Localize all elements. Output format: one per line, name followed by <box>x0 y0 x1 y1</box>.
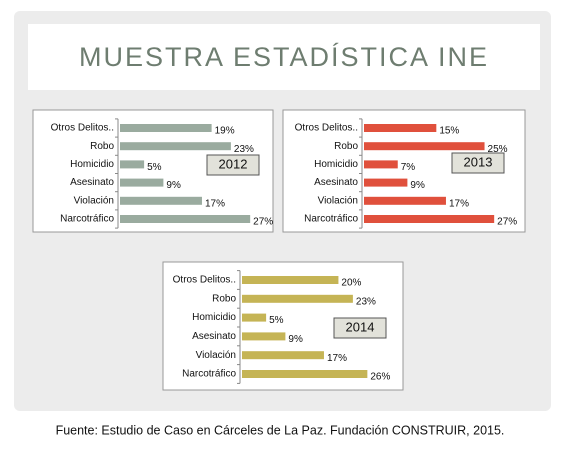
bar <box>120 196 202 205</box>
title-box <box>28 24 540 90</box>
value-label: 23% <box>356 296 376 307</box>
category-label: Robo <box>90 141 114 152</box>
bar <box>364 178 408 187</box>
category-label: Violación <box>74 195 114 206</box>
value-label: 17% <box>327 353 347 364</box>
category-label: Asesinato <box>192 331 236 342</box>
category-label: Robo <box>212 293 236 304</box>
value-label: 23% <box>234 144 254 155</box>
bar <box>120 124 212 132</box>
bar <box>242 276 339 284</box>
bar <box>242 332 286 341</box>
value-label: 5% <box>147 162 162 173</box>
bar <box>364 196 446 205</box>
value-label: 26% <box>370 372 390 383</box>
value-label: 9% <box>166 180 181 191</box>
bar <box>120 215 251 223</box>
bar <box>120 160 145 169</box>
value-label: 25% <box>488 144 508 155</box>
category-label: Otros Delitos.. <box>51 123 114 134</box>
bar <box>242 370 368 378</box>
year-label: 2012 <box>219 156 248 171</box>
bar <box>242 351 324 360</box>
year-box <box>333 317 387 339</box>
year-box <box>451 152 505 174</box>
value-label: 15% <box>439 126 459 137</box>
year-label: 2013 <box>464 154 493 169</box>
category-label: Asesinato <box>314 177 358 188</box>
bar <box>364 160 398 169</box>
bar <box>364 142 485 151</box>
value-label: 17% <box>205 198 225 209</box>
value-label: 27% <box>253 217 273 228</box>
bar <box>120 178 164 187</box>
category-label: Violación <box>318 195 358 206</box>
value-label: 7% <box>401 162 416 173</box>
category-label: Narcotráfico <box>182 369 236 380</box>
category-label: Otros Delitos.. <box>173 275 236 286</box>
category-label: Otros Delitos.. <box>295 123 358 134</box>
bar <box>242 294 353 303</box>
source-note: Fuente: Estudio de Caso en Cárceles de L… <box>56 423 505 437</box>
value-label: 9% <box>288 334 303 345</box>
value-label: 20% <box>341 278 361 289</box>
category-label: Homicidio <box>192 312 236 323</box>
category-label: Robo <box>334 141 358 152</box>
category-label: Homicidio <box>70 159 114 170</box>
category-label: Homicidio <box>314 159 358 170</box>
category-label: Narcotráfico <box>60 214 114 225</box>
value-label: 27% <box>497 217 517 228</box>
slide-title: MUESTRA ESTADÍSTICA INE <box>79 42 489 72</box>
value-label: 19% <box>215 126 235 137</box>
bar <box>120 142 231 151</box>
category-label: Violación <box>196 350 236 361</box>
category-label: Asesinato <box>70 177 114 188</box>
year-box <box>206 154 260 176</box>
value-label: 9% <box>410 180 425 191</box>
bar <box>364 215 495 223</box>
bar <box>364 124 437 132</box>
category-label: Narcotráfico <box>304 214 358 225</box>
year-label: 2014 <box>346 319 375 334</box>
value-label: 5% <box>269 315 284 326</box>
bar <box>242 313 267 322</box>
value-label: 17% <box>449 198 469 209</box>
